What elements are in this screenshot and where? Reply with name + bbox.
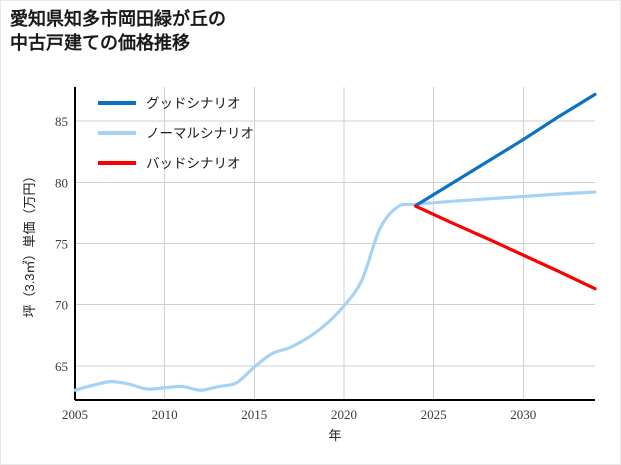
- legend-label: グッドシナリオ: [146, 96, 241, 111]
- y-axis-tick-labels: 65 70 75 80 85: [55, 114, 68, 374]
- y-tick-label: 85: [55, 114, 68, 129]
- series-line: [73, 190, 597, 392]
- series-line: [414, 92, 597, 208]
- x-axis-tick-labels: 2005 2010 2015 2020 2025 2030: [62, 407, 536, 422]
- y-axis-title: 坪（3.3㎡）単価（万円）: [22, 169, 37, 317]
- axes-group: [74, 87, 595, 401]
- legend-label: ノーマルシナリオ: [146, 126, 254, 141]
- x-tick-label: 2025: [421, 407, 447, 422]
- series-group: [73, 92, 597, 392]
- chart-title: 愛知県知多市岡田緑が丘の 中古戸建ての価格推移: [10, 9, 226, 53]
- x-tick-label: 2030: [510, 407, 536, 422]
- y-tick-label: 75: [55, 237, 68, 252]
- x-tick-label: 2020: [331, 407, 357, 422]
- y-tick-label: 80: [55, 175, 68, 190]
- x-tick-label: 2015: [241, 407, 267, 422]
- series-line: [414, 204, 597, 291]
- x-axis-title: 年: [328, 428, 341, 443]
- x-tick-label: 2005: [62, 407, 88, 422]
- y-tick-label: 65: [55, 359, 68, 374]
- y-tick-label: 70: [55, 298, 68, 313]
- legend-label: バッドシナリオ: [146, 156, 241, 171]
- x-tick-label: 2010: [152, 407, 178, 422]
